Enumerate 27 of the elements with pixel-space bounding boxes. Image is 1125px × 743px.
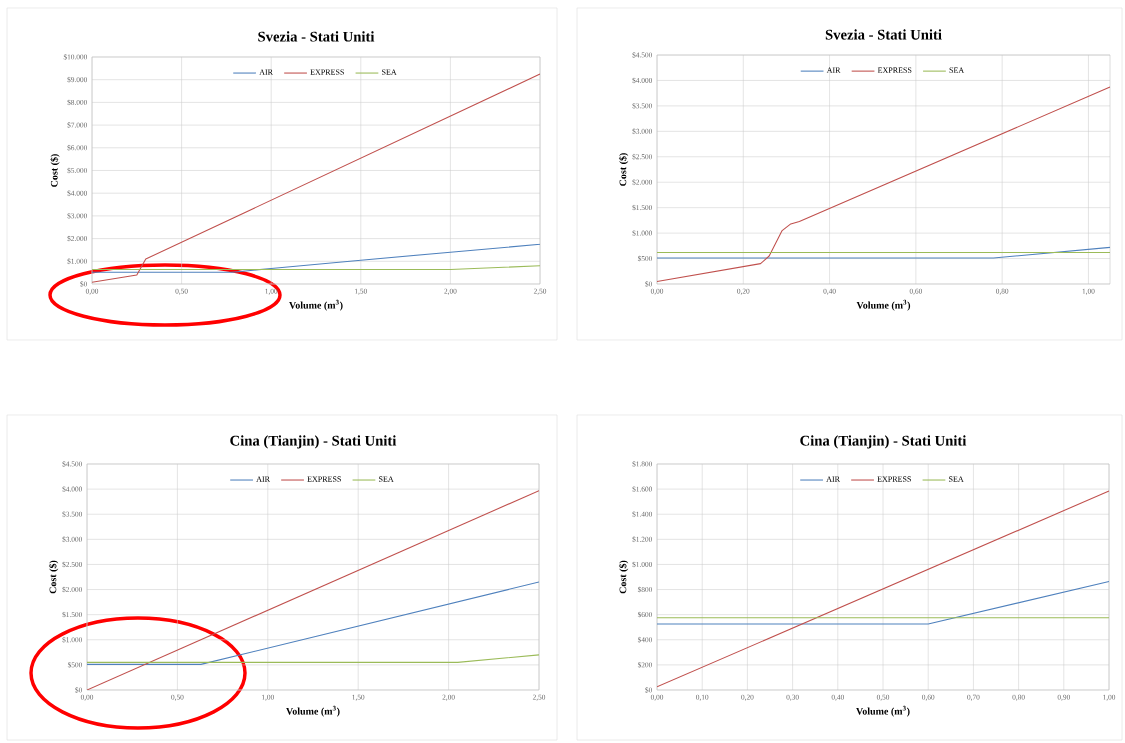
y-axis-title: Cost ($)	[618, 560, 629, 594]
legend-label: AIR	[256, 476, 270, 482]
chart-title: Cina (Tianjin) - Stati Uniti	[230, 435, 397, 449]
y-axis-title: Cost ($)	[48, 560, 59, 594]
line-series	[92, 73, 541, 283]
legend-label: SEA	[379, 476, 394, 482]
legend-label: AIR	[826, 476, 840, 482]
legend-label: SEA	[382, 69, 397, 75]
y-axis-title: Cost ($)	[618, 153, 629, 186]
legend-label: SEA	[949, 476, 964, 482]
x-axis-title: Volume (m$^{3}$)	[856, 705, 910, 717]
x-axis-title: Volume (m$^{3}$)	[856, 299, 911, 311]
legend-label: SEA	[949, 67, 965, 73]
x-axis-title: Volume (m$^{3}$)	[289, 299, 343, 311]
chart-title: Svezia - Stati Uniti	[258, 31, 375, 42]
chart-title: Svezia - Stati Uniti	[825, 29, 942, 40]
x-axis-title: Volume (m$^{3}$)	[286, 705, 340, 717]
legend-label: EXPRESS	[877, 67, 912, 73]
legend-label: EXPRESS	[307, 476, 341, 482]
legend-label: AIR	[826, 67, 841, 73]
legend-label: AIR	[259, 69, 273, 75]
legend-label: EXPRESS	[877, 476, 911, 482]
line-series	[92, 243, 541, 273]
y-axis-title: Cost ($)	[50, 154, 60, 187]
legend-label: EXPRESS	[310, 69, 344, 75]
chart-title: Cina (Tianjin) - Stati Uniti	[800, 435, 967, 449]
line-series	[657, 86, 1111, 282]
